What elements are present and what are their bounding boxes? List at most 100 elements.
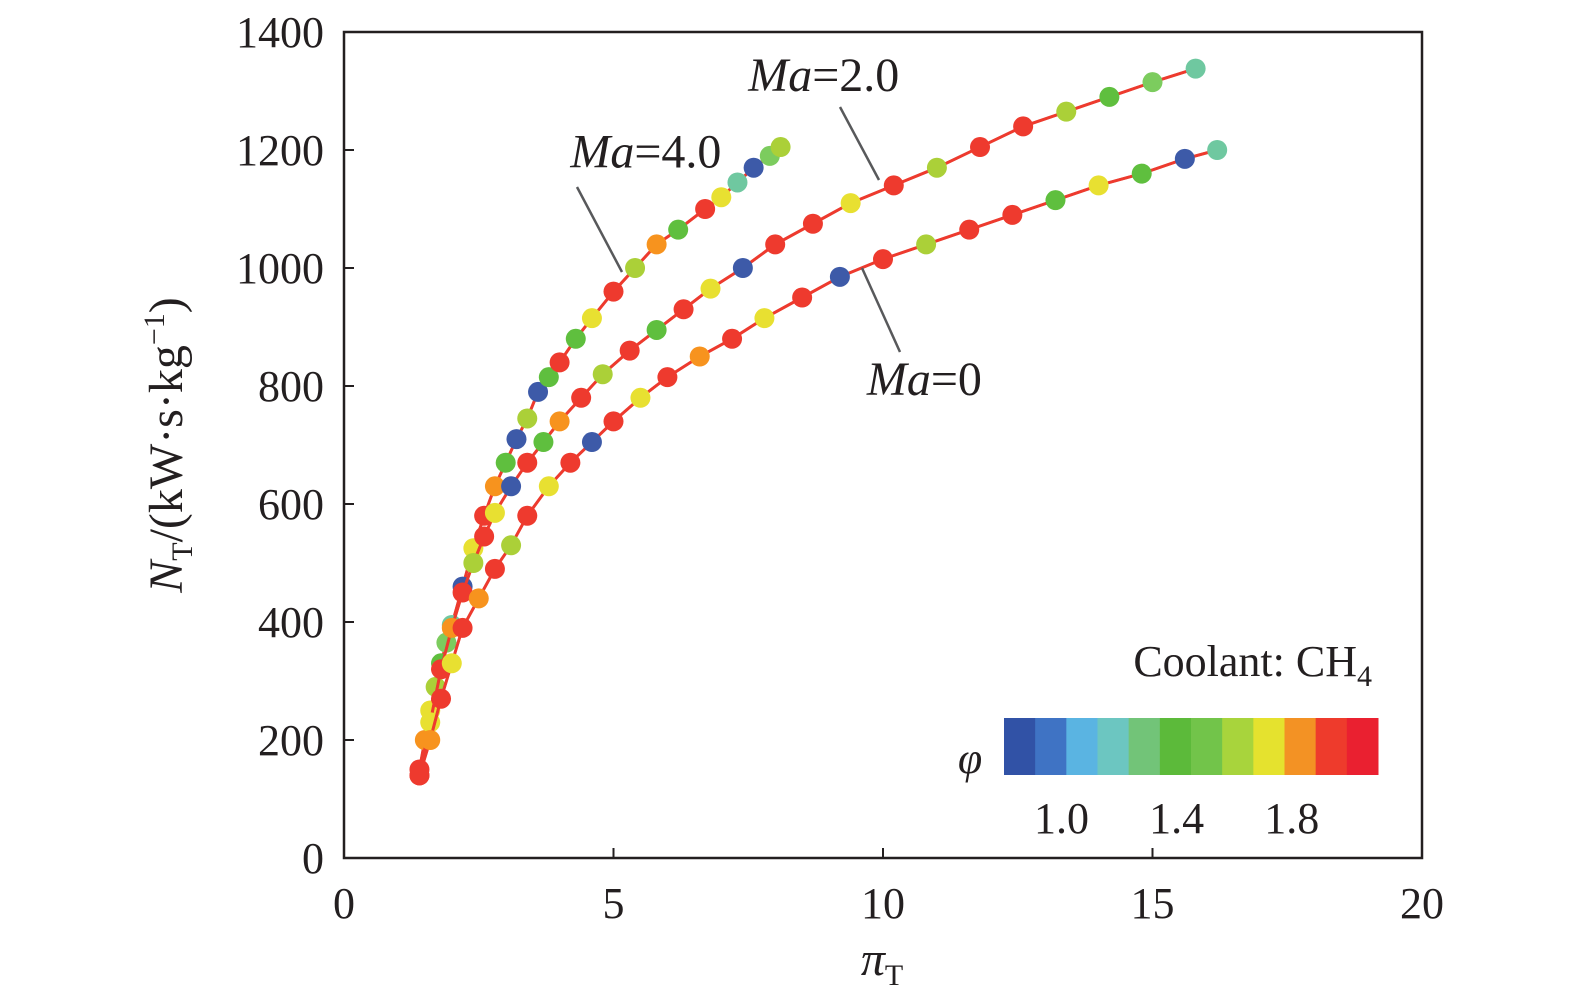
data-point <box>565 328 586 349</box>
x-tick-label: 10 <box>861 879 905 928</box>
y-axis-title-close: ) <box>140 297 193 313</box>
data-point <box>1088 175 1109 196</box>
y-axis-title: NT/(kW·s·kg−1) <box>138 297 199 594</box>
data-point <box>441 653 462 674</box>
series-line <box>418 148 1218 776</box>
data-point <box>484 502 505 523</box>
data-point <box>1142 72 1163 93</box>
data-point <box>1013 116 1034 137</box>
colorbar-segment <box>1066 718 1098 775</box>
y-tick-label: 400 <box>258 598 324 647</box>
y-axis-title-unit: /(kW·s·kg <box>140 345 193 542</box>
data-point <box>501 476 522 497</box>
data-point <box>538 367 559 388</box>
annotation-leader-line <box>575 186 624 273</box>
data-point <box>829 266 850 287</box>
data-point <box>528 381 549 402</box>
data-point <box>517 452 538 473</box>
data-point <box>581 432 602 453</box>
data-point <box>495 452 516 473</box>
annotation-leader-line <box>838 106 881 181</box>
data-point <box>625 258 646 278</box>
data-point <box>689 346 710 367</box>
y-axis-title-sup: −1 <box>138 313 171 345</box>
data-point <box>1131 163 1152 184</box>
colorbar-tick-label: 1.8 <box>1264 794 1319 843</box>
series-line <box>418 146 782 770</box>
data-point <box>468 588 489 609</box>
colorbar-segment <box>1346 718 1379 775</box>
x-tick-label: 5 <box>603 879 625 928</box>
y-axis-title-main: N <box>140 558 193 594</box>
data-point <box>840 193 861 214</box>
data-point <box>452 617 473 638</box>
series-line <box>418 148 1218 776</box>
data-point <box>463 553 484 573</box>
series-line <box>418 146 782 770</box>
data-point <box>916 234 937 255</box>
y-tick-label: 200 <box>258 716 324 765</box>
data-point <box>1185 58 1206 79</box>
data-point <box>1174 148 1195 169</box>
data-point <box>1056 101 1077 122</box>
x-axis-title-main: π <box>861 933 887 986</box>
data-point <box>1045 190 1066 211</box>
data-point <box>1207 140 1228 160</box>
data-point <box>873 249 893 270</box>
colorbar-label: φ <box>958 734 982 783</box>
series-ma-2-0 <box>409 58 1206 786</box>
y-tick-label: 1000 <box>236 244 324 293</box>
data-point <box>959 219 980 240</box>
data-point <box>765 234 786 255</box>
x-axis-title: πT <box>861 933 903 992</box>
series-annotation: Ma=2.0 <box>747 49 899 102</box>
x-tick-label: 20 <box>1400 879 1444 928</box>
y-axis-title-sub: T <box>166 542 199 560</box>
data-point <box>722 328 743 349</box>
data-point <box>603 281 624 302</box>
data-point <box>538 476 559 497</box>
data-point <box>474 526 495 547</box>
data-point <box>533 432 554 453</box>
y-tick-label: 600 <box>258 480 324 529</box>
annotations-layer: Ma=4.0 Ma=2.0 Ma=0 <box>569 49 982 406</box>
data-point <box>657 367 678 388</box>
data-point <box>802 213 823 234</box>
data-point <box>560 452 581 473</box>
data-point <box>695 199 716 219</box>
data-point <box>883 175 904 196</box>
annotation-leader-line <box>860 267 902 353</box>
y-tick-label: 800 <box>258 362 324 411</box>
data-point <box>409 765 430 786</box>
data-point <box>517 505 538 526</box>
data-point <box>711 187 732 208</box>
y-tick-label: 1400 <box>236 8 324 57</box>
data-point <box>970 137 991 158</box>
data-point <box>743 157 764 178</box>
series-annotation: Ma=0 <box>866 353 982 406</box>
data-point <box>603 411 624 432</box>
y-tick-label: 1200 <box>236 126 324 175</box>
series-line <box>418 148 1218 776</box>
axis-titles: πT NT/(kW·s·kg−1) <box>138 297 903 992</box>
colorbar-segment <box>1035 718 1067 775</box>
data-point <box>1002 204 1023 225</box>
colorbar-segment <box>1191 718 1223 775</box>
series-ma-4-0 <box>409 137 791 780</box>
data-point <box>792 287 813 308</box>
data-point <box>431 688 452 709</box>
data-point <box>668 219 689 240</box>
x-tick-label: 0 <box>333 879 355 928</box>
x-tick-label: 15 <box>1131 879 1175 928</box>
colorbar-segment <box>1222 718 1254 775</box>
data-point <box>581 308 602 329</box>
colorbar-tick-label: 1.4 <box>1149 794 1204 843</box>
colorbar-segment <box>1004 718 1036 775</box>
data-point <box>619 340 640 361</box>
series-layer <box>409 58 1228 786</box>
legend: Coolant: CH4 φ 1.0 1.4 1.8 <box>958 637 1379 843</box>
y-tick-label: 0 <box>302 834 324 883</box>
colorbar-segment <box>1253 718 1285 775</box>
